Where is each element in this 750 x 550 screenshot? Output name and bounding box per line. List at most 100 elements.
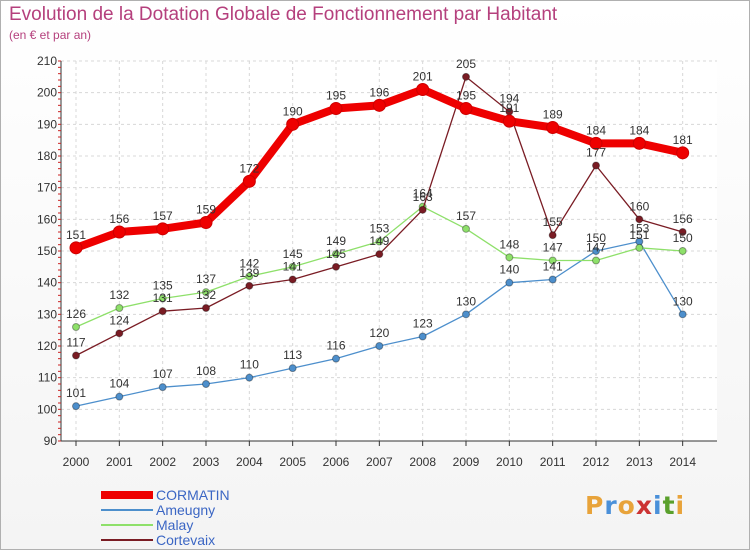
legend-swatch [101, 509, 153, 511]
data-label-cormatin: 184 [629, 123, 649, 137]
data-point-cortevaix [245, 281, 254, 290]
data-label-ameugny: 113 [283, 348, 302, 362]
data-label-malay: 157 [456, 209, 476, 223]
x-tick-label: 2005 [279, 455, 306, 469]
logo-letter: i [653, 491, 663, 520]
data-point-malay [462, 224, 470, 233]
y-tick-label: 140 [37, 276, 57, 290]
chart-title: Evolution de la Dotation Globale de Fonc… [9, 4, 558, 25]
data-point-cormatin [112, 225, 126, 239]
data-point-ameugny [592, 247, 600, 255]
data-label-cortevaix: 194 [499, 92, 519, 106]
data-point-cortevaix [115, 329, 124, 338]
data-label-cortevaix: 205 [456, 57, 476, 71]
data-point-cortevaix [635, 215, 644, 224]
data-label-cortevaix: 156 [673, 212, 693, 226]
data-point-cortevaix [548, 231, 557, 240]
data-label-cormatin: 190 [283, 104, 303, 118]
data-point-cortevaix [332, 262, 340, 271]
data-point-cormatin [676, 146, 690, 160]
data-point-malay [635, 243, 644, 252]
data-point-ameugny [288, 364, 297, 373]
data-label-malay: 135 [153, 279, 173, 293]
data-point-cormatin [546, 121, 560, 134]
data-point-malay [678, 247, 687, 255]
legend-swatch [101, 491, 153, 499]
data-label-cortevaix: 124 [109, 313, 129, 327]
data-point-cormatin [329, 102, 343, 115]
data-label-cortevaix: 117 [66, 336, 85, 350]
data-point-cormatin [69, 241, 83, 255]
data-label-cormatin: 151 [66, 228, 86, 242]
data-label-ameugny: 108 [196, 364, 216, 378]
legend-label: Ameugny [156, 502, 216, 518]
data-point-cormatin [286, 117, 300, 131]
data-label-cortevaix: 131 [153, 291, 173, 305]
data-label-ameugny: 110 [240, 358, 259, 372]
x-tick-label: 2003 [193, 455, 220, 469]
data-point-ameugny [418, 332, 427, 341]
y-tick-label: 90 [44, 434, 58, 448]
data-point-malay [548, 256, 557, 265]
logo-letter: r [604, 491, 618, 520]
data-point-cormatin [199, 216, 213, 229]
chart-subtitle: (en € et par an) [9, 28, 92, 42]
data-point-malay [72, 323, 80, 331]
y-tick-label: 190 [37, 117, 57, 131]
data-label-cormatin: 156 [109, 212, 129, 226]
data-label-cormatin: 191 [499, 101, 519, 115]
x-tick-label: 2001 [106, 455, 133, 469]
data-point-cormatin [372, 98, 386, 112]
data-label-cormatin: 195 [456, 89, 476, 103]
legend-item-cormatin: CORMATIN [101, 487, 230, 503]
data-point-cortevaix [288, 275, 297, 284]
data-label-ameugny: 101 [66, 386, 86, 400]
data-label-malay: 149 [326, 234, 346, 248]
x-tick-label: 2008 [409, 455, 436, 469]
data-point-cormatin [502, 114, 516, 128]
y-tick-label: 160 [37, 212, 57, 226]
data-point-cormatin [632, 136, 646, 150]
logo-letter: i [675, 491, 686, 520]
data-label-malay: 147 [586, 241, 606, 255]
data-label-cortevaix: 177 [586, 146, 606, 160]
y-tick-label: 150 [37, 244, 57, 258]
y-tick-label: 130 [37, 307, 57, 321]
data-label-cormatin: 159 [196, 203, 216, 217]
data-point-malay [592, 256, 600, 265]
data-point-ameugny [245, 373, 254, 382]
data-point-ameugny [375, 342, 384, 350]
data-point-ameugny [158, 383, 167, 392]
data-label-cortevaix: 155 [543, 215, 563, 229]
x-tick-label: 2011 [540, 455, 566, 469]
data-point-ameugny [462, 310, 470, 319]
data-label-cortevaix: 149 [369, 234, 389, 248]
y-tick-label: 200 [37, 86, 57, 100]
legend-label: CORMATIN [156, 487, 230, 503]
x-tick-label: 2010 [496, 455, 523, 469]
data-point-ameugny [332, 354, 340, 363]
data-point-malay [375, 237, 384, 246]
legend-label: Malay [156, 517, 194, 533]
data-label-cormatin: 189 [543, 108, 563, 122]
data-label-malay: 126 [66, 307, 86, 321]
data-label-malay: 137 [196, 272, 216, 286]
data-label-malay: 153 [369, 222, 389, 236]
data-point-cortevaix [678, 228, 687, 236]
data-point-cortevaix [418, 205, 427, 214]
y-tick-label: 180 [37, 149, 57, 163]
data-label-cortevaix: 163 [413, 190, 433, 204]
data-label-cormatin: 184 [586, 123, 606, 137]
data-label-malay: 150 [673, 231, 693, 245]
data-point-cortevaix [375, 250, 384, 259]
legend-item-ameugny: Ameugny [101, 502, 215, 518]
data-label-ameugny: 130 [673, 294, 693, 308]
data-point-malay [288, 262, 297, 271]
data-label-ameugny: 104 [109, 377, 129, 391]
logo-letter: t [662, 491, 676, 520]
data-label-cormatin: 172 [239, 161, 259, 175]
y-tick-label: 170 [37, 181, 57, 195]
data-label-malay: 132 [109, 288, 129, 302]
logo-letter: P [585, 491, 605, 520]
